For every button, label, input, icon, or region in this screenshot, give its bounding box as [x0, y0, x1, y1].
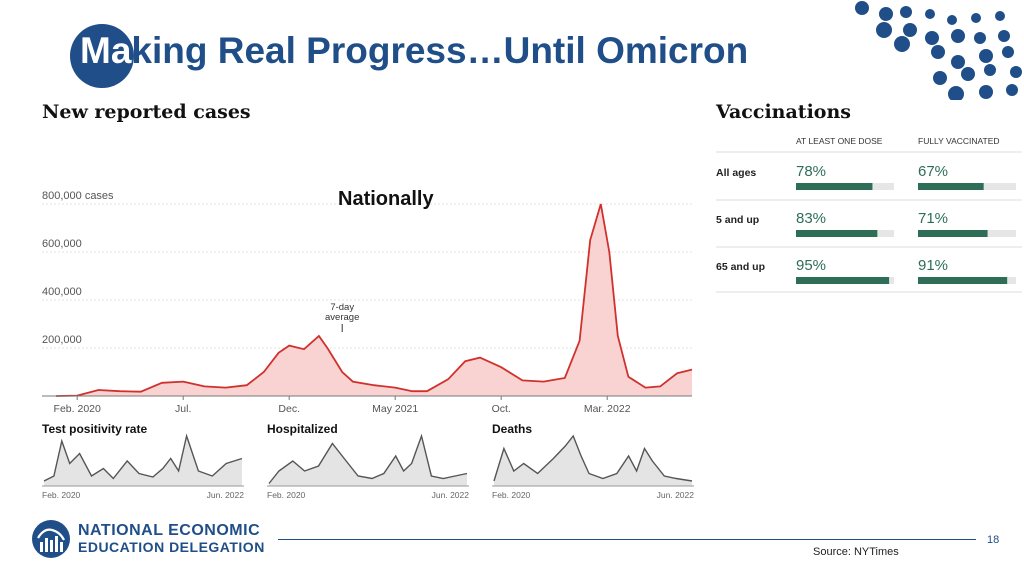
vacc-bar: [918, 230, 988, 237]
vacc-bar: [796, 230, 878, 237]
small-x-label-end: Jun. 2022: [207, 490, 245, 500]
small-line: [268, 433, 468, 484]
small-x-label-start: Feb. 2020: [267, 490, 306, 500]
vacc-value-label: 67%: [918, 163, 948, 180]
vacc-bar: [918, 277, 1008, 284]
y-tick-label: 600,000: [42, 238, 82, 250]
decor-dot: [984, 64, 996, 76]
small-chart-title: Hospitalized: [267, 422, 338, 436]
decor-dot: [876, 22, 892, 38]
small-line: [43, 433, 243, 482]
decor-dot: [979, 49, 993, 63]
decor-dot: [894, 36, 910, 52]
vacc-bar: [918, 183, 984, 190]
small-area: [269, 436, 467, 486]
decor-dot: [951, 55, 965, 69]
small-line: [493, 434, 693, 482]
slide-title: Making Real Progress…Until Omicron: [80, 30, 748, 72]
chart-subtitle: Nationally: [338, 188, 434, 210]
cases-line: [55, 203, 693, 397]
vacc-column-header: FULLY VACCINATED: [918, 136, 1000, 146]
x-tick-label: Dec.: [278, 403, 300, 415]
decor-dot: [855, 1, 869, 15]
decorative-dot-pattern: [855, 1, 1022, 100]
footer-divider: [278, 539, 976, 540]
decor-dot: [1002, 46, 1014, 58]
vacc-row-label: 5 and up: [716, 214, 759, 226]
vacc-bar: [796, 277, 890, 284]
vacc-bar: [796, 183, 873, 190]
vacc-value-label: 95%: [796, 257, 826, 274]
small-x-label-start: Feb. 2020: [492, 490, 531, 500]
vacc-row-label: 65 and up: [716, 261, 765, 273]
cases-chart-title: New reported cases: [42, 101, 251, 123]
small-x-label-end: Jun. 2022: [432, 490, 470, 500]
logo-line-1: NATIONAL ECONOMIC: [78, 522, 261, 539]
decor-dot: [1006, 84, 1018, 96]
vacc-row-label: All ages: [716, 167, 756, 179]
decor-dot: [900, 6, 912, 18]
deaths-chart: Deaths Feb. 2020 Jun. 2022: [492, 422, 695, 500]
small-x-label-start: Feb. 2020: [42, 490, 81, 500]
small-x-label-end: Jun. 2022: [657, 490, 695, 500]
test-positivity-chart: Test positivity rate Feb. 2020 Jun. 2022: [42, 422, 245, 500]
title-highlight: Ma: [80, 30, 132, 71]
decor-dot: [951, 29, 965, 43]
x-tick-label: May 2021: [372, 403, 418, 415]
vacc-column-header: AT LEAST ONE DOSE: [796, 136, 883, 146]
decor-dot: [995, 11, 1005, 21]
y-tick-label: 800,000 cases: [42, 190, 114, 202]
vacc-value-label: 78%: [796, 163, 826, 180]
decor-dot: [979, 85, 993, 99]
decor-dot: [903, 23, 917, 37]
decor-dot: [931, 45, 945, 59]
vaccinations-chart: Vaccinations AT LEAST ONE DOSE FULLY VACCI…: [715, 101, 1022, 293]
title-rest: king Real Progress…Until Omicron: [131, 30, 749, 71]
decor-dot: [947, 15, 957, 25]
vacc-value-label: 91%: [918, 257, 948, 274]
y-tick-label: 200,000: [42, 334, 82, 346]
vacc-value-label: 83%: [796, 210, 826, 227]
decor-dot: [925, 9, 935, 19]
x-tick-label: Feb. 2020: [54, 403, 101, 415]
small-area: [44, 436, 242, 486]
page-number: 18: [987, 534, 1000, 546]
x-tick-label: Oct.: [492, 403, 511, 415]
decor-dot: [933, 71, 947, 85]
hospitalized-chart: Hospitalized Feb. 2020 Jun. 2022: [267, 422, 470, 500]
vaccinations-title: Vaccinations: [715, 101, 851, 123]
title-circle-accent: [70, 24, 134, 88]
x-tick-label: Mar. 2022: [584, 403, 631, 415]
globe-logo-icon: [32, 520, 70, 558]
new-cases-chart: New reported cases 800,000 cases 600,000 40…: [42, 101, 693, 415]
decor-dot: [948, 86, 964, 100]
decor-dot: [961, 67, 975, 81]
small-area: [494, 436, 692, 486]
decor-dot: [879, 7, 893, 21]
decor-dot: [971, 13, 981, 23]
logo-line-2: EDUCATION DELEGATION: [78, 539, 265, 555]
decor-dot: [974, 32, 986, 44]
small-chart-title: Deaths: [492, 422, 532, 436]
annotation-line-1: 7-day: [330, 302, 354, 313]
small-chart-title: Test positivity rate: [42, 422, 147, 436]
vacc-value-label: 71%: [918, 210, 948, 227]
source-note: Source: NYTimes: [813, 546, 899, 558]
decor-dot: [925, 31, 939, 45]
decor-dot: [998, 30, 1010, 42]
annotation-line-2: average: [325, 312, 359, 323]
decor-dot: [1010, 66, 1022, 78]
x-tick-label: Jul.: [175, 403, 191, 415]
y-tick-label: 400,000: [42, 286, 82, 298]
